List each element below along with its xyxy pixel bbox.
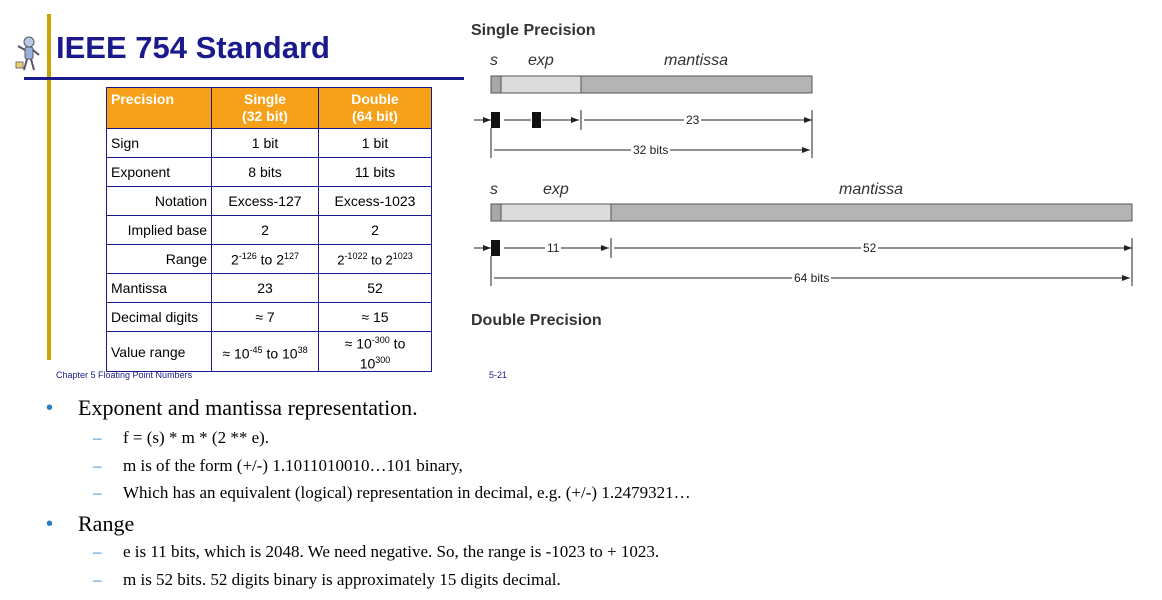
row-label: Value range: [106, 330, 212, 373]
value-exp-lo: -300: [371, 335, 390, 345]
double-precision-title: Double Precision: [471, 312, 602, 329]
range-exp-lo: -126: [238, 250, 257, 261]
footer-chapter: Chapter 5 Floating Point Numbers: [56, 370, 193, 380]
double-exp-bit-count: 11: [545, 241, 562, 255]
single-precision-title: Single Precision: [471, 22, 596, 39]
double-exp-bar: [500, 203, 612, 222]
cell-double: Excess-1023: [318, 186, 432, 216]
header-precision: Precision: [106, 87, 212, 129]
value-exp-hi: 38: [297, 344, 308, 355]
range-exp-hi: 1023: [392, 250, 413, 261]
range-exp-lo: -1022: [344, 250, 368, 261]
table-row: Notation Excess-127 Excess-1023: [106, 186, 432, 216]
range-exp-hi: 127: [284, 250, 300, 261]
row-label: Mantissa: [106, 273, 212, 303]
cell-single: ≈ 10-45 to 1038: [211, 330, 319, 373]
row-label: Exponent: [106, 157, 212, 187]
footer-page-number: 5-21: [489, 370, 508, 380]
sub-bullet-dash: –: [93, 570, 102, 589]
cell-double: ≈ 10-300 to 10300: [318, 330, 432, 373]
range-mid: to 2: [367, 252, 393, 268]
cell-single: Excess-127: [211, 186, 319, 216]
value-line2: 10: [359, 355, 376, 372]
ieee-comparison-table: Precision Single (32 bit) Double (64 bit…: [106, 87, 432, 373]
cell-double: 11 bits: [318, 157, 432, 187]
header-single: Single (32 bit): [211, 87, 319, 129]
sub-bullet: e is 11 bits, which is 2048. We need neg…: [123, 542, 660, 561]
value-exp-hi: 300: [375, 354, 391, 365]
table-row: Mantissa 23 52: [106, 273, 432, 303]
sub-bullet-dash: –: [93, 542, 102, 561]
single-exp-marker: [532, 112, 541, 128]
cell-double: ≈ 15: [318, 302, 432, 332]
cell-single: 2-126 to 2127: [211, 244, 319, 274]
cell-double: 2-1022 to 21023: [318, 244, 432, 274]
sub-bullet-dash: –: [93, 483, 102, 502]
bullet-range: Range: [78, 511, 135, 536]
sub-bullet-dash: –: [93, 428, 102, 447]
double-field-s: s: [490, 181, 498, 198]
table-header-row: Precision Single (32 bit) Double (64 bit…: [106, 87, 432, 129]
row-label: Decimal digits: [106, 302, 212, 332]
double-mantissa-bar: [610, 203, 1133, 222]
table-row: Implied base 2 2: [106, 215, 432, 245]
double-sign-bar: [490, 203, 502, 222]
double-mantissa-bit-count: 52: [861, 241, 879, 255]
single-total-bit-count: 32 bits: [631, 143, 671, 157]
bullet-dot: •: [46, 397, 54, 419]
cell-single: 8 bits: [211, 157, 319, 187]
accent-vertical-bar: [47, 14, 51, 360]
single-exp-bar: [500, 75, 582, 94]
row-label: Notation: [106, 186, 212, 216]
single-sign-marker: [491, 112, 500, 128]
bit-layout-diagram: [474, 75, 1133, 286]
cell-single: ≈ 7: [211, 302, 319, 332]
cell-single: 23: [211, 273, 319, 303]
cell-double: 1 bit: [318, 128, 432, 158]
bullet-exponent-mantissa: Exponent and mantissa representation.: [78, 395, 418, 420]
single-mantissa-bar: [580, 75, 813, 94]
slide-title: IEEE 754 Standard: [56, 30, 330, 65]
single-sign-bar: [490, 75, 502, 94]
value-pre: ≈ 10: [344, 335, 372, 352]
mascot-logo-icon: [14, 36, 42, 72]
table-row: Decimal digits ≈ 7 ≈ 15: [106, 302, 432, 332]
row-label: Range: [106, 244, 212, 274]
value-mid: to: [389, 335, 406, 352]
value-pre: ≈ 10: [222, 345, 250, 362]
sub-bullet: f = (s) * m * (2 ** e).: [123, 428, 270, 447]
range-base: 2: [230, 251, 239, 268]
bullet-dot: •: [46, 513, 54, 535]
table-row: Value range ≈ 10-45 to 1038 ≈ 10-300 to 1…: [106, 330, 432, 373]
cell-single: 2: [211, 215, 319, 245]
sub-bullet: m is 52 bits. 52 digits binary is approx…: [123, 570, 561, 589]
single-mantissa-bit-count: 23: [684, 113, 702, 127]
header-double: Double (64 bit): [318, 87, 432, 129]
table-row: Exponent 8 bits 11 bits: [106, 157, 432, 187]
table-row: Sign 1 bit 1 bit: [106, 128, 432, 158]
title-underline: [24, 77, 464, 80]
sub-bullet: m is of the form (+/-) 1.1011010010…101 …: [123, 456, 463, 475]
row-label: Sign: [106, 128, 212, 158]
cell-double: 52: [318, 273, 432, 303]
double-field-mantissa: mantissa: [839, 181, 904, 198]
row-label: Implied base: [106, 215, 212, 245]
value-exp-lo: -45: [249, 344, 263, 355]
range-base: 2: [337, 252, 345, 268]
single-field-exp: exp: [528, 52, 554, 69]
table-row: Range 2-126 to 2127 2-1022 to 21023: [106, 244, 432, 274]
range-mid: to 2: [256, 251, 285, 268]
double-sign-marker: [491, 240, 500, 256]
single-field-s: s: [490, 52, 498, 69]
sub-bullet: Which has an equivalent (logical) repres…: [123, 483, 691, 502]
cell-double: 2: [318, 215, 432, 245]
cell-single: 1 bit: [211, 128, 319, 158]
sub-bullet-dash: –: [93, 456, 102, 475]
single-field-mantissa: mantissa: [664, 52, 729, 69]
double-field-exp: exp: [543, 181, 569, 198]
double-total-bit-count: 64 bits: [792, 271, 832, 285]
value-mid: to 10: [262, 345, 298, 362]
